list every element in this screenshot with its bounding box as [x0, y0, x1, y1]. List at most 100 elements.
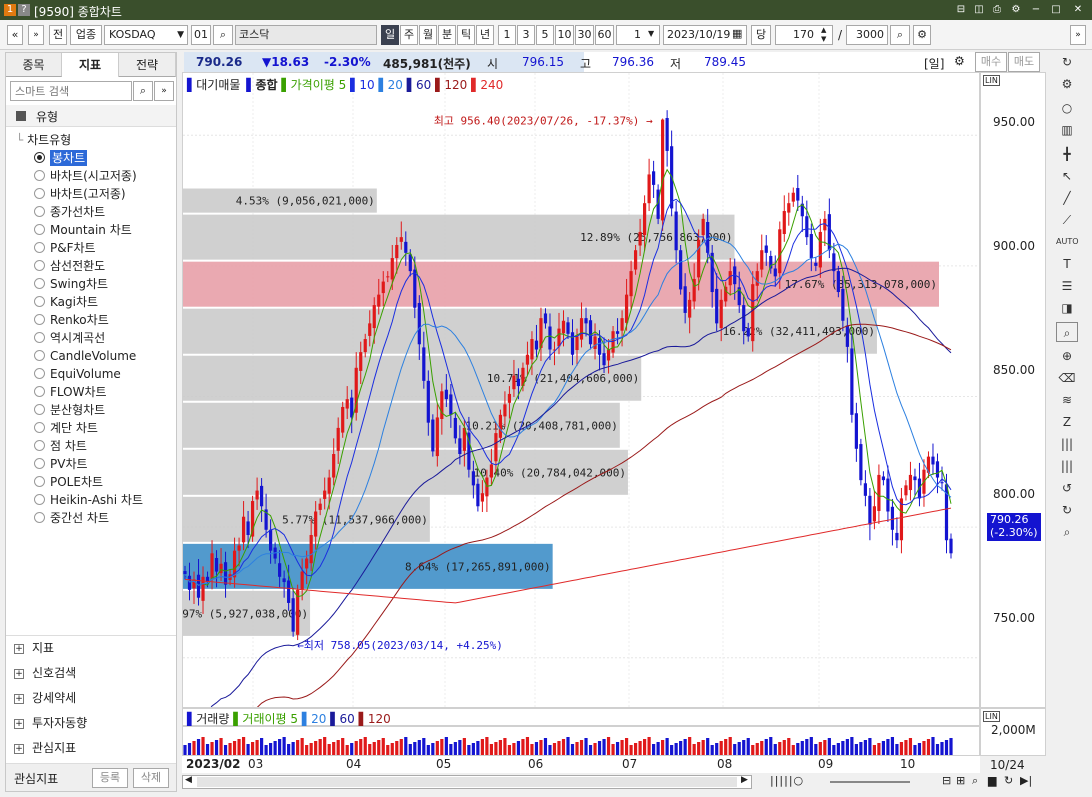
delete-button[interactable]: 삭제: [133, 768, 169, 788]
radio-icon[interactable]: [34, 422, 45, 433]
market-select[interactable]: KOSDAQ ▼: [104, 25, 188, 45]
chart-icon[interactable]: ▥: [1061, 123, 1073, 137]
dang-button[interactable]: 당: [751, 25, 771, 45]
zoom-plus-icon[interactable]: ⊞: [956, 774, 966, 787]
settings-icon[interactable]: ⚙: [1011, 4, 1021, 15]
settings-icon[interactable]: ⚙: [954, 54, 965, 68]
period-year[interactable]: 년: [476, 25, 494, 45]
expand-plus-icon[interactable]: +: [14, 693, 24, 704]
axis-type-icon[interactable]: LIN: [983, 75, 1000, 86]
crosshair-icon[interactable]: ╋: [1063, 147, 1071, 161]
search-icon[interactable]: ⌕: [1063, 525, 1071, 539]
period-month[interactable]: 월: [419, 25, 437, 45]
line-tool-icon[interactable]: ╱: [1063, 191, 1071, 205]
chart-type-item[interactable]: 역시계곡선: [34, 329, 105, 347]
chart-type-item[interactable]: Swing차트: [34, 275, 108, 293]
reset-icon[interactable]: ↻: [1004, 774, 1014, 787]
radio-icon[interactable]: [34, 404, 45, 415]
radio-icon[interactable]: [34, 188, 45, 199]
section-2[interactable]: + 강세약세: [14, 687, 76, 709]
chart-type-item[interactable]: Mountain 차트: [34, 221, 132, 239]
trend-line-icon[interactable]: ⟋: [1062, 213, 1072, 227]
sell-button[interactable]: 매도: [1008, 52, 1040, 72]
price-chart[interactable]: 4.53% (9,056,021,000) 12.89% (25,756,863,…: [182, 72, 980, 708]
interval-input[interactable]: 1: [616, 25, 660, 45]
prev-button[interactable]: «: [7, 25, 23, 45]
radio-icon[interactable]: [34, 224, 45, 235]
smart-search-field[interactable]: [10, 81, 132, 101]
text-tool-icon[interactable]: T: [1063, 257, 1071, 271]
interval-60[interactable]: 60: [595, 25, 614, 45]
period-day[interactable]: 일: [381, 25, 399, 45]
radio-icon[interactable]: [34, 332, 45, 343]
radio-icon[interactable]: [34, 494, 45, 505]
tree-root[interactable]: └ 차트유형: [16, 133, 72, 147]
chart-type-item[interactable]: 삼선전환도: [34, 257, 105, 275]
redo-icon[interactable]: ↻: [1061, 503, 1073, 517]
zoom-plus-icon[interactable]: ⌕: [890, 25, 910, 45]
auto-line-icon[interactable]: AUTO: [1056, 237, 1079, 246]
chart-type-item[interactable]: 바차트(시고저종): [34, 167, 137, 185]
bars-icon[interactable]: |||: [1060, 437, 1074, 451]
chart-type-item[interactable]: FLOW차트: [34, 383, 107, 401]
interval-10[interactable]: 10: [555, 25, 574, 45]
chart-mode-icon[interactable]: ▆: [988, 774, 997, 787]
radio-icon[interactable]: [34, 458, 45, 469]
interval-3[interactable]: 3: [517, 25, 535, 45]
chart-type-item[interactable]: Heikin-Ashi 차트: [34, 491, 143, 509]
chart-type-item[interactable]: 중간선 차트: [34, 509, 109, 527]
scroll-right-icon[interactable]: ▶: [741, 775, 748, 785]
price-chart-svg[interactable]: 4.53% (9,056,021,000) 12.89% (25,756,863,…: [183, 73, 979, 707]
chart-type-item[interactable]: EquiVolume: [34, 365, 121, 383]
chart-type-item[interactable]: 분산형차트: [34, 401, 105, 419]
radio-icon[interactable]: [34, 368, 45, 379]
all-button[interactable]: 전: [49, 25, 67, 45]
scroll-end-icon[interactable]: ▶|: [1020, 774, 1033, 787]
zoom-in-icon[interactable]: ⊕: [1061, 349, 1073, 363]
expand-plus-icon[interactable]: +: [14, 718, 24, 729]
radio-icon[interactable]: [34, 440, 45, 451]
maximize-icon[interactable]: □: [1051, 4, 1061, 15]
chart-type-item[interactable]: CandleVolume: [34, 347, 136, 365]
eraser-icon[interactable]: ⌫: [1058, 371, 1076, 385]
volume-chart[interactable]: [182, 726, 980, 756]
period-minute[interactable]: 분: [438, 25, 456, 45]
stock-name-field[interactable]: 코스닥: [235, 25, 377, 45]
help-icon[interactable]: ?: [18, 4, 30, 16]
gear-icon[interactable]: ⚙: [1061, 77, 1073, 91]
chart-type-item[interactable]: P&F차트: [34, 239, 96, 257]
refresh-icon[interactable]: ↻: [1061, 55, 1073, 69]
price-axis[interactable]: LIN 950.00 900.00 850.00 800.00 750.00 7…: [980, 72, 1046, 708]
zoom-slider-icon[interactable]: |||||○: [770, 774, 805, 787]
settings-gear-icon[interactable]: ⚙: [913, 25, 931, 45]
total-field[interactable]: 3000: [846, 25, 888, 45]
date-field[interactable]: 2023/10/19: [663, 25, 747, 45]
chart-type-item[interactable]: POLE차트: [34, 473, 103, 491]
circle-icon[interactable]: ○: [1061, 101, 1073, 115]
close-icon[interactable]: ✕: [1073, 4, 1083, 15]
chart-type-item[interactable]: 봉차트: [34, 149, 88, 167]
chart-type-item[interactable]: PV차트: [34, 455, 88, 473]
expand-plus-icon[interactable]: +: [14, 743, 24, 754]
code-field[interactable]: 01: [191, 25, 211, 45]
interval-5[interactable]: 5: [536, 25, 554, 45]
radio-icon[interactable]: [34, 242, 45, 253]
radio-icon[interactable]: [34, 512, 45, 523]
print-icon[interactable]: ⎙: [993, 4, 1001, 15]
dropdown-button[interactable]: »: [28, 25, 44, 45]
type-section-header[interactable]: 유형: [6, 105, 176, 127]
scroll-left-icon[interactable]: ◀: [185, 775, 192, 785]
horizontal-scrollbar[interactable]: ◀ ▶: [182, 775, 752, 789]
smart-search-input[interactable]: [11, 82, 129, 100]
link-icon[interactable]: ⊟: [956, 4, 966, 15]
save-icon[interactable]: ◫: [974, 4, 984, 15]
interval-1[interactable]: 1: [498, 25, 516, 45]
radio-icon[interactable]: [34, 260, 45, 271]
tab-strategy[interactable]: 전략: [119, 53, 176, 77]
grid-icon[interactable]: ≋: [1061, 393, 1073, 407]
expand-icon[interactable]: »: [154, 81, 174, 101]
search-icon[interactable]: ⌕: [213, 25, 233, 45]
fibonacci-icon[interactable]: ☰: [1061, 279, 1073, 293]
tab-stock[interactable]: 종목: [6, 53, 62, 77]
zoom-slider[interactable]: [830, 781, 910, 783]
